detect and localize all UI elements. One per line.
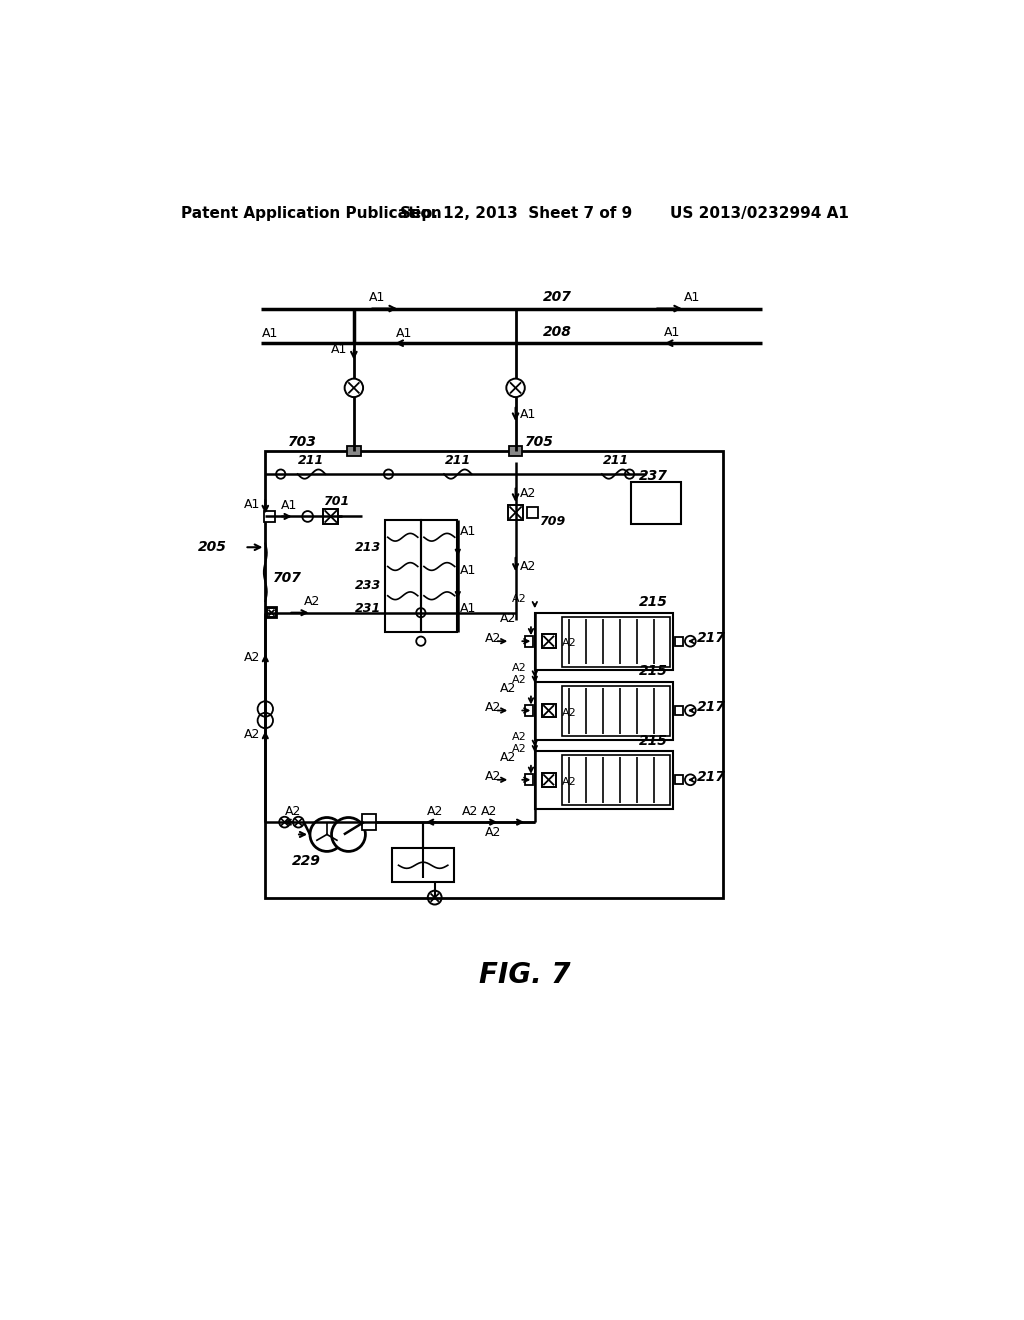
Text: A1: A1 (370, 292, 386, 305)
Bar (392, 847, 454, 882)
Text: 229: 229 (292, 854, 322, 869)
Text: 233: 233 (354, 579, 381, 593)
Text: A2: A2 (427, 805, 443, 818)
Text: A2: A2 (244, 651, 260, 664)
Bar (542, 635, 556, 648)
Text: A2: A2 (512, 733, 526, 742)
Text: 217: 217 (696, 770, 725, 784)
Text: 705: 705 (524, 434, 554, 449)
Text: A2: A2 (519, 487, 536, 500)
Bar (562, 686, 670, 737)
Text: FIG. 7: FIG. 7 (479, 961, 570, 989)
Bar (675, 706, 683, 715)
Bar (535, 682, 674, 739)
Bar (421, 520, 457, 632)
Bar (508, 506, 523, 520)
Bar (524, 636, 532, 647)
Bar (265, 451, 724, 898)
Text: A2: A2 (500, 681, 516, 694)
Text: A2: A2 (512, 663, 526, 673)
Bar (535, 612, 674, 671)
Text: A1: A1 (665, 326, 681, 339)
Text: A2: A2 (512, 594, 526, 603)
Text: 205: 205 (199, 540, 227, 554)
Text: A1: A1 (281, 499, 297, 512)
Text: A1: A1 (460, 602, 476, 615)
Bar (347, 446, 360, 457)
Text: US 2013/0232994 A1: US 2013/0232994 A1 (670, 206, 849, 222)
Text: A2: A2 (500, 751, 516, 764)
Circle shape (332, 817, 366, 851)
Text: 207: 207 (543, 290, 571, 304)
Text: A1: A1 (396, 327, 413, 341)
Text: A2: A2 (562, 708, 577, 718)
Circle shape (310, 817, 344, 851)
Text: A2: A2 (244, 727, 260, 741)
Bar (267, 609, 276, 618)
Text: A2: A2 (481, 805, 498, 818)
Text: 709: 709 (539, 515, 565, 528)
Bar (362, 814, 376, 830)
Text: A2: A2 (484, 826, 501, 840)
Text: A2: A2 (462, 805, 478, 818)
Text: A2: A2 (484, 631, 501, 644)
Text: A2: A2 (520, 560, 537, 573)
Bar (524, 705, 532, 715)
Bar (385, 520, 421, 632)
Text: 215: 215 (639, 664, 668, 678)
Text: 703: 703 (289, 434, 317, 449)
Text: 231: 231 (354, 602, 381, 615)
Text: 208: 208 (543, 326, 571, 339)
Bar (562, 616, 670, 667)
Text: 213: 213 (354, 541, 381, 554)
Bar (542, 774, 556, 787)
Text: A2: A2 (304, 595, 321, 609)
Text: 217: 217 (696, 631, 725, 645)
Text: A2: A2 (512, 675, 526, 685)
Bar (542, 704, 556, 718)
Text: A2: A2 (500, 612, 516, 626)
Text: 237: 237 (639, 469, 668, 483)
Text: 701: 701 (323, 495, 349, 508)
Bar (509, 446, 522, 457)
Text: 215: 215 (639, 595, 668, 609)
Text: A2: A2 (484, 701, 501, 714)
Text: Patent Application Publication: Patent Application Publication (180, 206, 441, 222)
Text: 707: 707 (273, 572, 302, 585)
Bar (535, 751, 674, 809)
Bar (631, 482, 681, 524)
Text: A1: A1 (331, 343, 347, 356)
Text: A1: A1 (244, 499, 260, 511)
Text: 211: 211 (444, 454, 471, 467)
Text: 211: 211 (298, 454, 325, 467)
Text: A2: A2 (562, 777, 577, 787)
Bar (524, 775, 532, 785)
Bar (675, 636, 683, 645)
Text: A2: A2 (512, 744, 526, 754)
Bar (562, 755, 670, 805)
Text: A1: A1 (460, 564, 476, 577)
Text: A2: A2 (285, 805, 301, 818)
Text: 211: 211 (602, 454, 629, 467)
Bar (264, 511, 274, 521)
Text: 217: 217 (696, 701, 725, 714)
Text: A1: A1 (519, 408, 536, 421)
Text: 215: 215 (639, 734, 668, 747)
Text: A1: A1 (460, 525, 476, 539)
Bar (675, 775, 683, 784)
Bar (323, 508, 339, 524)
Text: Sep. 12, 2013  Sheet 7 of 9: Sep. 12, 2013 Sheet 7 of 9 (400, 206, 632, 222)
Text: A2: A2 (562, 639, 577, 648)
Bar (266, 607, 276, 618)
Text: A1: A1 (261, 327, 278, 341)
Text: A1: A1 (683, 292, 699, 305)
Bar (527, 507, 538, 517)
Text: A2: A2 (484, 770, 501, 783)
